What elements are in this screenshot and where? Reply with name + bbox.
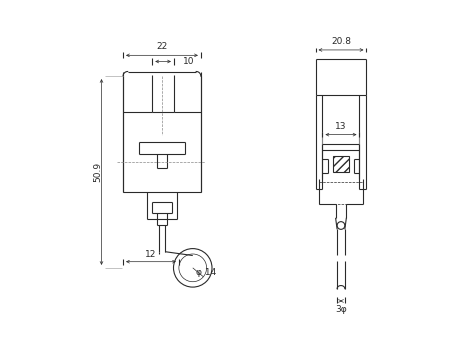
Text: 3φ: 3φ — [335, 305, 347, 314]
Bar — [333, 156, 349, 172]
Text: 12: 12 — [145, 250, 157, 259]
Text: 20.8: 20.8 — [331, 37, 351, 46]
Text: 50.9: 50.9 — [93, 162, 102, 182]
Text: 22: 22 — [157, 43, 168, 51]
Text: 13: 13 — [335, 122, 347, 131]
Text: 10: 10 — [183, 57, 195, 66]
Text: φ 14: φ 14 — [196, 268, 216, 277]
